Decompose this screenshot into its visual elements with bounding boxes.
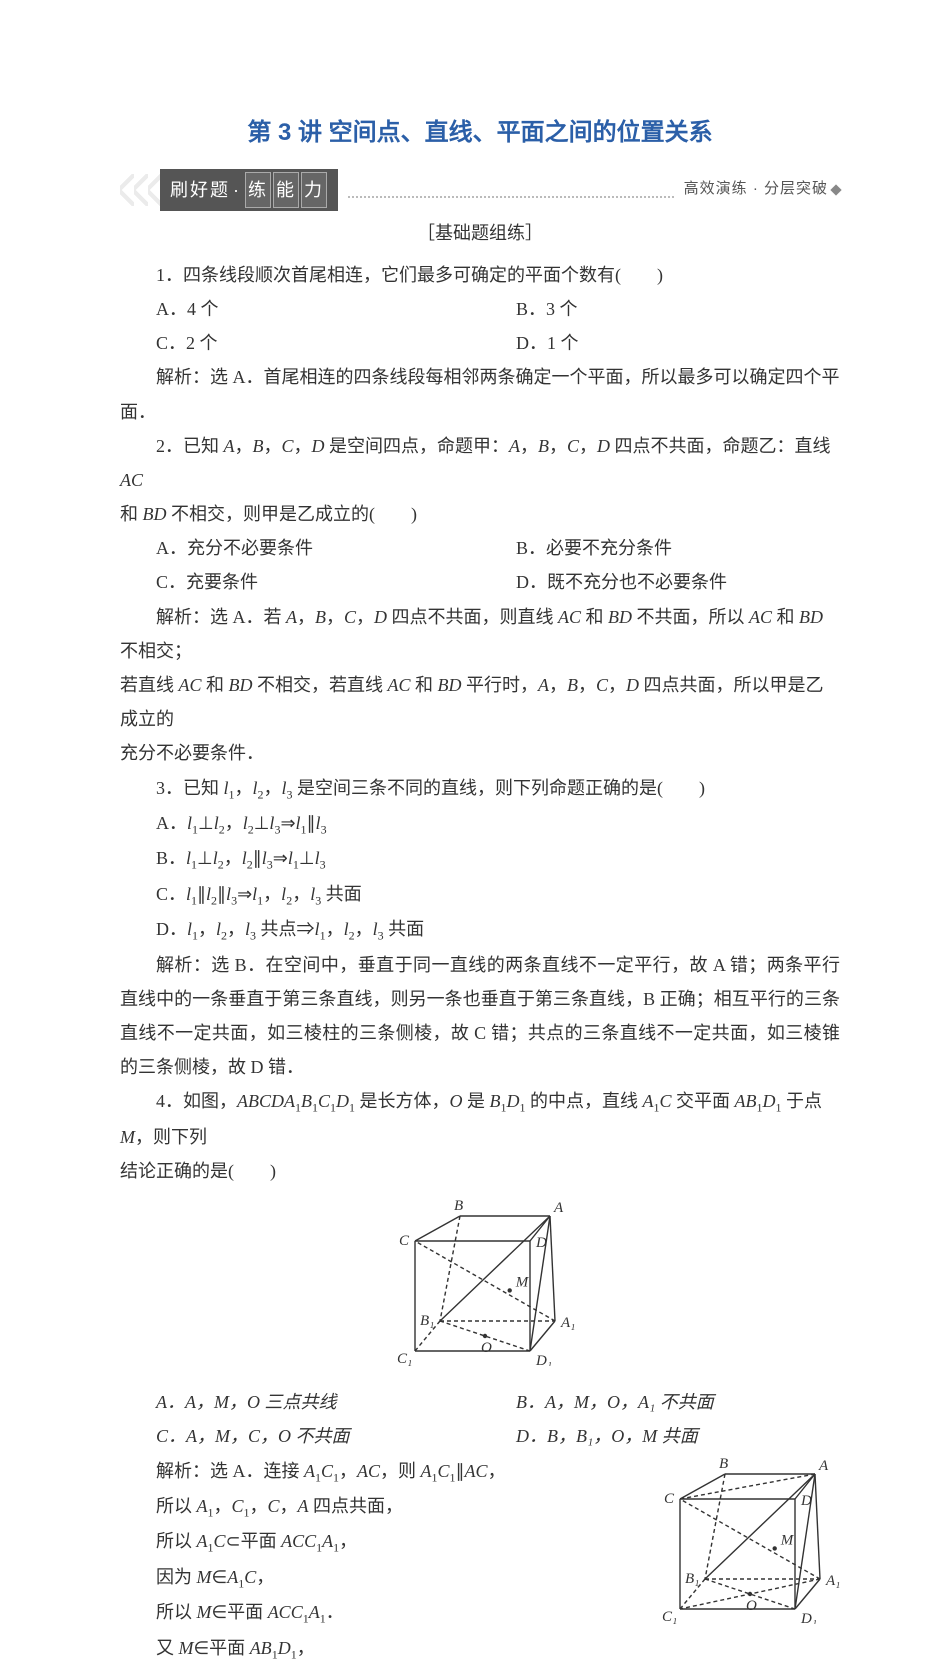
q4-opt-d: D．B，B₁，O，M 共面 bbox=[480, 1419, 840, 1453]
q3-opt-d: D．l1，l2，l3 共点⇒l1，l2，l3 共面 bbox=[120, 912, 840, 947]
q4-sol-l6: 又 M∈平面 AB1D1， bbox=[120, 1631, 840, 1666]
banner-box: 刷好题 · 练 能 力 bbox=[160, 169, 338, 211]
q2-ans-l2: 若直线 AC 和 BD 不相交，若直线 AC 和 BD 平行时，A，B，C，D … bbox=[120, 668, 840, 736]
svg-text:D: D bbox=[800, 1493, 812, 1509]
svg-text:O: O bbox=[481, 1340, 492, 1356]
banner-right-text: 高效演练 · 分层突破 bbox=[684, 175, 828, 204]
q4-figure-center: B A C D B₁ A₁ C₁ D₁ O M bbox=[120, 1196, 840, 1377]
q1-opt-c: C．2 个 bbox=[120, 326, 480, 360]
banner-char-2: 能 bbox=[273, 172, 299, 208]
diamond-icon bbox=[830, 184, 841, 195]
q1-opt-d: D．1 个 bbox=[480, 326, 840, 360]
svg-text:M: M bbox=[515, 1274, 530, 1290]
svg-text:C: C bbox=[399, 1233, 410, 1249]
q4-solution-block: BACDB₁A₁C₁D₁OM 解析：选 A．连接 A1C1，AC，则 A1C1∥… bbox=[120, 1454, 840, 1666]
svg-text:A₁: A₁ bbox=[825, 1573, 840, 1589]
svg-text:D: D bbox=[535, 1235, 547, 1251]
svg-text:D₁: D₁ bbox=[800, 1611, 817, 1624]
svg-text:B: B bbox=[719, 1456, 728, 1472]
q2-opt-a: A．充分不必要条件 bbox=[120, 531, 480, 565]
svg-text:B: B bbox=[454, 1198, 463, 1214]
q4-stem-l2: 结论正确的是( ) bbox=[120, 1154, 840, 1188]
q1-opt-a: A．4 个 bbox=[120, 292, 480, 326]
q3-stem: 3．已知 l1，l2，l3 是空间三条不同的直线，则下列命题正确的是( ) bbox=[120, 771, 840, 806]
q2-opt-c: C．充要条件 bbox=[120, 565, 480, 599]
banner-right: 高效演练 · 分层突破 bbox=[684, 175, 840, 204]
q3-answer: 解析：选 B．在空间中，垂直于同一直线的两条直线不一定平行，故 A 错；两条平行… bbox=[120, 948, 840, 1085]
q4-figure-right: B A C D B₁ A₁ C₁ D₁ O M bbox=[650, 1454, 840, 1635]
bullet-icon: · bbox=[233, 173, 241, 207]
q3-opt-a: A．l1⊥l2，l2⊥l3⇒l1∥l3 bbox=[120, 806, 840, 841]
q2-opt-d: D．既不充分也不必要条件 bbox=[480, 565, 840, 599]
svg-text:C: C bbox=[664, 1491, 675, 1507]
q4-options: A．A，M，O 三点共线 B．A，M，O，A₁ 不共面 C．A，M，C，O 不共… bbox=[120, 1385, 840, 1453]
q4-opt-c: C．A，M，C，O 不共面 bbox=[120, 1419, 480, 1453]
svg-text:C₁: C₁ bbox=[662, 1609, 677, 1624]
svg-text:D₁: D₁ bbox=[535, 1353, 552, 1366]
svg-text:C₁: C₁ bbox=[397, 1351, 412, 1366]
banner: 刷好题 · 练 能 力 高效演练 · 分层突破 bbox=[120, 174, 840, 206]
q2-ans-l1: 解析：选 A．若 A，B，C，D 四点不共面，则直线 AC 和 BD 不共面，所… bbox=[120, 600, 840, 668]
q2-options: A．充分不必要条件 B．必要不充分条件 C．充要条件 D．既不充分也不必要条件 bbox=[120, 531, 840, 599]
svg-text:M: M bbox=[780, 1532, 795, 1548]
svg-text:A: A bbox=[818, 1458, 829, 1474]
svg-text:A₁: A₁ bbox=[560, 1315, 575, 1331]
q1-options: A．4 个 B．3 个 C．2 个 D．1 个 bbox=[120, 292, 840, 360]
q4-opt-a: A．A，M，O 三点共线 bbox=[120, 1385, 480, 1419]
q1-answer: 解析：选 A．首尾相连的四条线段每相邻两条确定一个平面，所以最多可以确定四个平面… bbox=[120, 360, 840, 428]
svg-text:O: O bbox=[746, 1598, 757, 1614]
q2-stem-line2: 和 BD 不相交，则甲是乙成立的( ) bbox=[120, 497, 840, 531]
section-heading: ［基础题组练］ bbox=[120, 216, 840, 250]
lesson-title: 第 3 讲 空间点、直线、平面之间的位置关系 bbox=[120, 110, 840, 156]
q3-opt-c: C．l1∥l2∥l3⇒l1，l2，l3 共面 bbox=[120, 877, 840, 912]
cuboid-diagram-2: B A C D B₁ A₁ C₁ D₁ O M bbox=[650, 1454, 840, 1624]
q1-stem: 1．四条线段顺次首尾相连，它们最多可确定的平面个数有( ) bbox=[120, 258, 840, 292]
dotted-divider bbox=[348, 182, 674, 198]
q2-ans-l3: 充分不必要条件． bbox=[120, 736, 840, 770]
chevron-icon bbox=[120, 174, 160, 206]
banner-char-3: 力 bbox=[301, 172, 327, 208]
svg-text:B₁: B₁ bbox=[420, 1313, 434, 1329]
svg-text:A: A bbox=[553, 1200, 564, 1216]
q4-stem-l1: 4．如图，ABCDA1B1C1D1 是长方体，O 是 B1D1 的中点，直线 A… bbox=[120, 1084, 840, 1154]
svg-text:B₁: B₁ bbox=[685, 1571, 699, 1587]
q4-opt-b: B．A，M，O，A₁ 不共面 bbox=[480, 1385, 840, 1419]
q1-opt-b: B．3 个 bbox=[480, 292, 840, 326]
banner-char-1: 练 bbox=[245, 172, 271, 208]
q2-opt-b: B．必要不充分条件 bbox=[480, 531, 840, 565]
cuboid-diagram-1: B A C D B₁ A₁ C₁ D₁ O M bbox=[385, 1196, 575, 1366]
q2-stem-line1: 2．已知 A，B，C，D 是空间四点，命题甲：A，B，C，D 四点不共面，命题乙… bbox=[120, 429, 840, 497]
banner-text-left: 刷好题 bbox=[170, 173, 230, 207]
q3-opt-b: B．l1⊥l2，l2∥l3⇒l1⊥l3 bbox=[120, 841, 840, 876]
banner-left: 刷好题 · 练 能 力 bbox=[120, 174, 338, 206]
